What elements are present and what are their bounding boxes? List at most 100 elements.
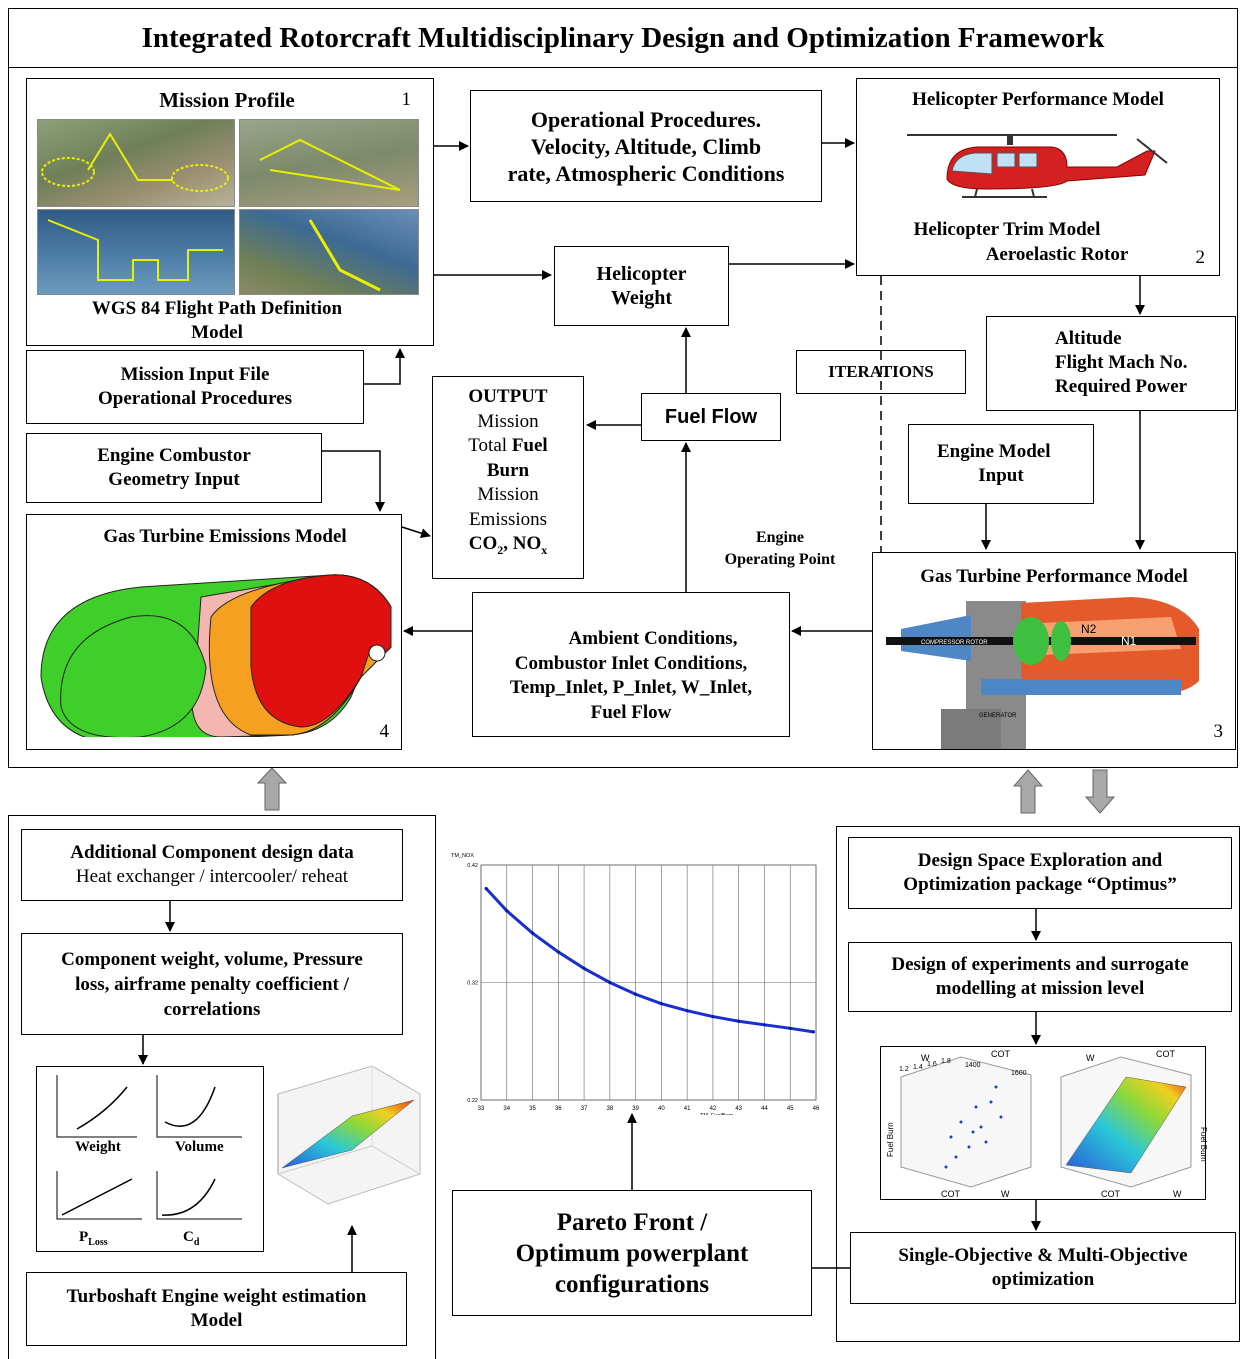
y-tick-label: 0.22	[467, 1098, 478, 1104]
svg-text:1.2: 1.2	[899, 1066, 909, 1073]
weight-surface-plot	[277, 1065, 421, 1205]
mini-label-ploss: PLoss	[79, 1229, 108, 1248]
altitude-line-3: Required Power	[1055, 376, 1188, 397]
svg-text:COT: COT	[991, 1049, 1011, 1059]
emissions-model-box: Gas Turbine Emissions Model 4	[26, 514, 402, 750]
x-tick-label: 42	[710, 1106, 717, 1112]
turboshaft-engine-cutaway: COMPRESSOR ROTOR N2 N1 GENERATOR	[886, 597, 1199, 749]
design-space-line-2: Optimization package “Optimus”	[903, 874, 1177, 895]
trim-model-line: Helicopter Trim Model	[913, 219, 1101, 240]
pareto-point	[659, 1002, 663, 1006]
y-axis-label: TM_NOX	[451, 853, 474, 859]
svg-text:GENERATOR: GENERATOR	[979, 713, 1017, 719]
svg-text:Fuel Burn: Fuel Burn	[886, 1122, 895, 1157]
y-tick-label: 0.42	[467, 863, 478, 869]
additional-data-box: Additional Component design data Heat ex…	[21, 829, 403, 901]
doe-plots-box: W COT COT W W COT COT W 1.2 1.4 1.6 1.8 …	[880, 1046, 1207, 1200]
doe-scatter-points	[944, 1085, 1003, 1169]
mission-profile-caption-2: Model	[191, 322, 243, 343]
page-title: Integrated Rotorcraft Multidisciplinary …	[141, 21, 1105, 54]
gt-performance-number: 3	[1213, 721, 1224, 742]
pareto-point	[556, 950, 560, 954]
helicopter-weight-box: Helicopter Weight	[554, 246, 729, 326]
pareto-point	[811, 1030, 816, 1034]
x-tick-label: 46	[813, 1106, 820, 1112]
x-tick-label: 38	[607, 1106, 614, 1112]
pareto-box: Pareto Front / Optimum powerplant config…	[452, 1190, 812, 1316]
mission-input-line-2: Operational Procedures	[97, 388, 293, 409]
output-co2-nox: CO2, NOx	[468, 533, 548, 557]
component-weight-line-3: correlations	[163, 998, 261, 1020]
mission-profile-number: 1	[401, 89, 412, 110]
x-tick-label: 36	[555, 1106, 562, 1112]
ambient-line-2: Combustor Inlet Conditions,	[514, 652, 748, 674]
svg-text:W: W	[1173, 1189, 1182, 1199]
output-burn: Burn	[486, 459, 530, 481]
pareto-point	[582, 966, 586, 970]
ambient-line-4: Fuel Flow	[590, 701, 672, 723]
mission-profile-title: Mission Profile	[159, 88, 295, 112]
helicopter-weight-line-2: Weight	[610, 287, 673, 309]
x-tick-label: 45	[787, 1106, 794, 1112]
pareto-line-3: configurations	[554, 1270, 710, 1298]
mission-input-box: Mission Input File Operational Procedure…	[26, 350, 364, 424]
emissions-model-title: Gas Turbine Emissions Model	[103, 526, 347, 547]
svg-text:1.8: 1.8	[941, 1058, 951, 1065]
iterations-box: ITERATIONS	[796, 350, 966, 394]
bottom-left-panel	[8, 815, 436, 1359]
output-mission-2: Mission	[477, 484, 539, 505]
engine-combustor-line-1: Engine Combustor	[97, 445, 251, 466]
additional-data-line-1: Additional Component design data	[70, 842, 354, 863]
component-weight-box: Component weight, volume, Pressure loss,…	[21, 933, 403, 1035]
optimization-line-1: Single-Objective & Multi-Objective	[898, 1245, 1188, 1266]
turboshaft-line-2: Model	[190, 1310, 243, 1331]
pareto-point	[505, 909, 509, 913]
mini-correlation-curves	[56, 1075, 242, 1220]
svg-text:N2: N2	[1081, 622, 1097, 636]
svg-text:Fuel Burn: Fuel Burn	[1199, 1127, 1207, 1162]
mini-plots-box: Weight Volume PLoss Cd	[36, 1066, 264, 1252]
turboshaft-weight-box: Turboshaft Engine weight estimation Mode…	[26, 1272, 407, 1346]
x-tick-label: 33	[478, 1106, 485, 1112]
pareto-point	[737, 1019, 741, 1023]
turboshaft-line-1: Turboshaft Engine weight estimation	[66, 1286, 367, 1307]
pareto-point	[484, 886, 488, 891]
mini-label-weight: Weight	[75, 1139, 121, 1155]
aeroelastic-rotor-line: Aeroelastic Rotor	[985, 244, 1129, 265]
output-emissions: Emissions	[468, 508, 548, 530]
engine-model-line-1: Engine Model	[937, 441, 1051, 462]
svg-text:1.6: 1.6	[927, 1061, 937, 1068]
design-space-line-1: Design Space Exploration and	[917, 850, 1163, 871]
component-weight-line-1: Component weight, volume, Pressure	[61, 948, 363, 970]
mini-label-volume: Volume	[175, 1139, 224, 1155]
additional-data-line-2: Heat exchanger / intercooler/ reheat	[75, 866, 349, 887]
svg-text:1400: 1400	[965, 1062, 981, 1069]
x-tick-label: 35	[529, 1106, 536, 1112]
x-tick-label: 40	[658, 1106, 665, 1112]
pareto-front-chart: 33 34 35 36 37 38 39 40 41 42 43 44 45 46 0.22 0.32 0.42…	[451, 853, 820, 1115]
pareto-line-1: Pareto Front /	[556, 1208, 708, 1236]
pareto-front-line	[485, 887, 814, 1034]
pareto-line-2: Optimum powerplant	[515, 1239, 749, 1267]
title-divider	[8, 67, 1238, 68]
svg-text:COT: COT	[941, 1189, 961, 1199]
pareto-point	[788, 1026, 792, 1030]
x-tick-label: 44	[761, 1106, 768, 1112]
x-tick-label: 34	[503, 1106, 510, 1112]
ambient-conditions-box: Ambient Conditions, Combustor Inlet Cond…	[472, 592, 790, 737]
svg-text:COT: COT	[1156, 1049, 1176, 1059]
svg-text:N1: N1	[1121, 634, 1137, 648]
output-mission: Mission	[477, 410, 539, 432]
pareto-point	[634, 992, 638, 996]
engine-combustor-line-2: Geometry Input	[108, 469, 240, 490]
op-line-3: rate, Atmospheric Conditions	[507, 160, 785, 186]
altitude-box: Altitude Flight Mach No. Required Power	[986, 316, 1236, 411]
gt-performance-box: Gas Turbine Performance Model COMPRESSOR…	[872, 552, 1236, 750]
ambient-line-3: Temp_Inlet, P_Inlet, W_Inlet,	[509, 677, 753, 698]
optimization-line-2: optimization	[991, 1269, 1095, 1290]
operational-procedures-box: Operational Procedures. Velocity, Altitu…	[470, 90, 822, 202]
helicopter-icon	[907, 134, 1168, 198]
output-total-fuel: Total Fuel	[468, 435, 548, 456]
output-title: OUTPUT	[468, 386, 548, 407]
